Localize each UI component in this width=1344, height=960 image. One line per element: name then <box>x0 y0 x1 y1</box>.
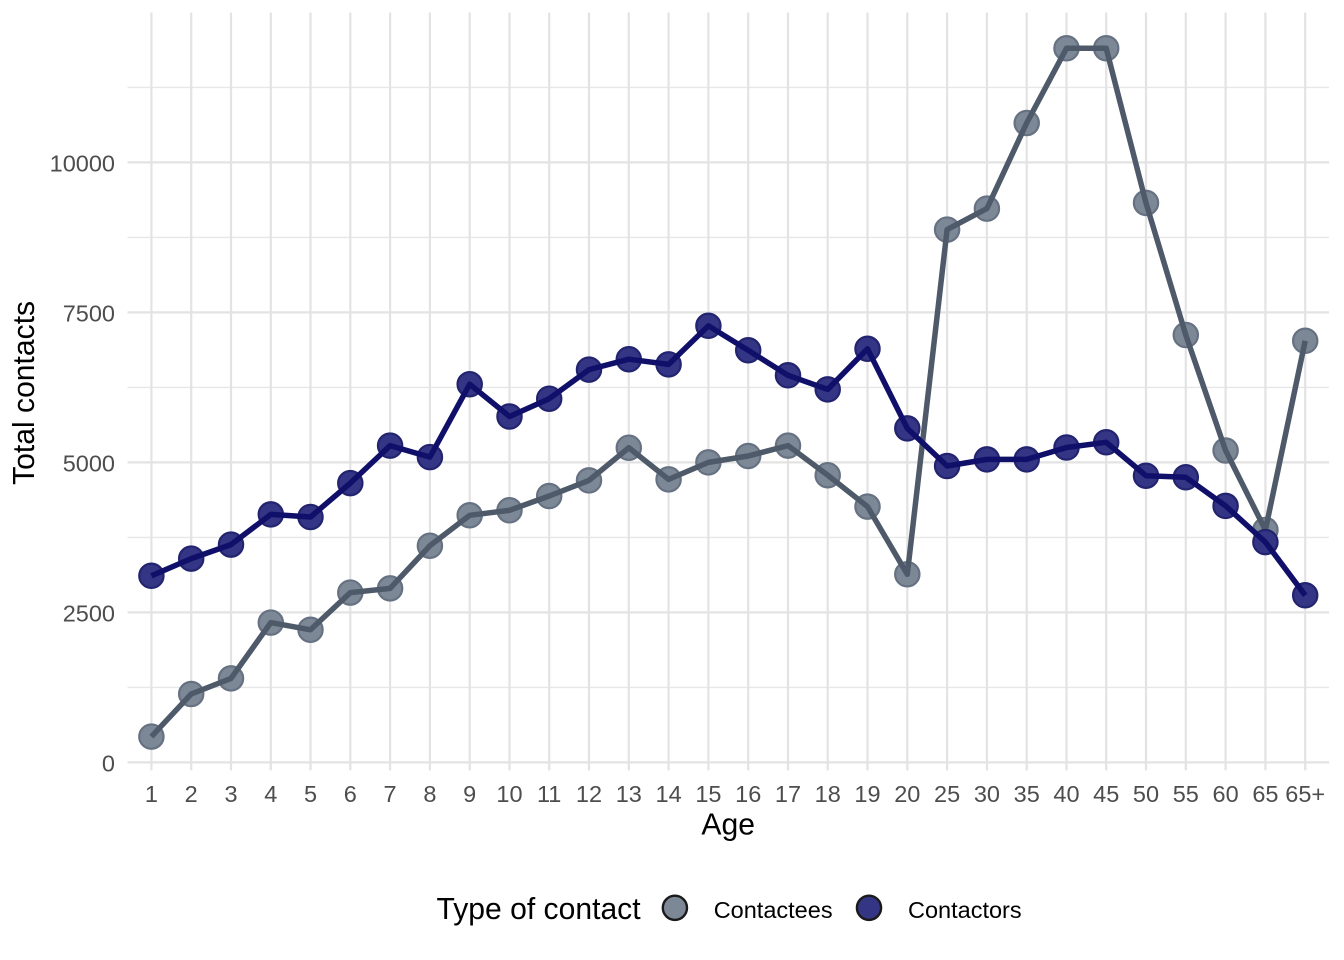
svg-text:35: 35 <box>1014 781 1040 807</box>
svg-text:11: 11 <box>537 781 561 807</box>
svg-text:7: 7 <box>384 781 397 807</box>
svg-text:0: 0 <box>102 750 115 776</box>
svg-text:20: 20 <box>894 781 920 807</box>
svg-text:50: 50 <box>1133 781 1159 807</box>
svg-text:17: 17 <box>775 781 801 807</box>
svg-text:65: 65 <box>1252 781 1278 807</box>
svg-text:Type of contact: Type of contact <box>437 893 642 926</box>
svg-text:45: 45 <box>1093 781 1119 807</box>
svg-text:25: 25 <box>934 781 960 807</box>
svg-text:8: 8 <box>423 781 436 807</box>
svg-text:5: 5 <box>304 781 317 807</box>
svg-text:Age: Age <box>701 809 755 842</box>
svg-text:10: 10 <box>496 781 522 807</box>
svg-text:1: 1 <box>145 781 158 807</box>
svg-text:10000: 10000 <box>50 150 115 176</box>
svg-text:15: 15 <box>695 781 721 807</box>
svg-text:4: 4 <box>264 781 277 807</box>
svg-text:2: 2 <box>185 781 198 807</box>
svg-text:Total contacts: Total contacts <box>8 301 41 485</box>
svg-text:Contactees: Contactees <box>714 897 833 923</box>
svg-text:55: 55 <box>1173 781 1199 807</box>
svg-text:5000: 5000 <box>63 450 115 476</box>
svg-text:6: 6 <box>344 781 357 807</box>
svg-text:40: 40 <box>1053 781 1079 807</box>
svg-text:18: 18 <box>815 781 841 807</box>
svg-text:60: 60 <box>1213 781 1239 807</box>
svg-text:14: 14 <box>656 781 682 807</box>
svg-text:7500: 7500 <box>63 300 115 326</box>
svg-text:19: 19 <box>854 781 880 807</box>
svg-text:30: 30 <box>974 781 1000 807</box>
svg-text:65+: 65+ <box>1285 781 1325 807</box>
svg-text:16: 16 <box>735 781 761 807</box>
svg-text:13: 13 <box>616 781 642 807</box>
svg-text:2500: 2500 <box>63 600 115 626</box>
svg-text:3: 3 <box>224 781 237 807</box>
svg-text:Contactors: Contactors <box>908 897 1022 923</box>
svg-text:9: 9 <box>463 781 476 807</box>
svg-text:12: 12 <box>576 781 602 807</box>
